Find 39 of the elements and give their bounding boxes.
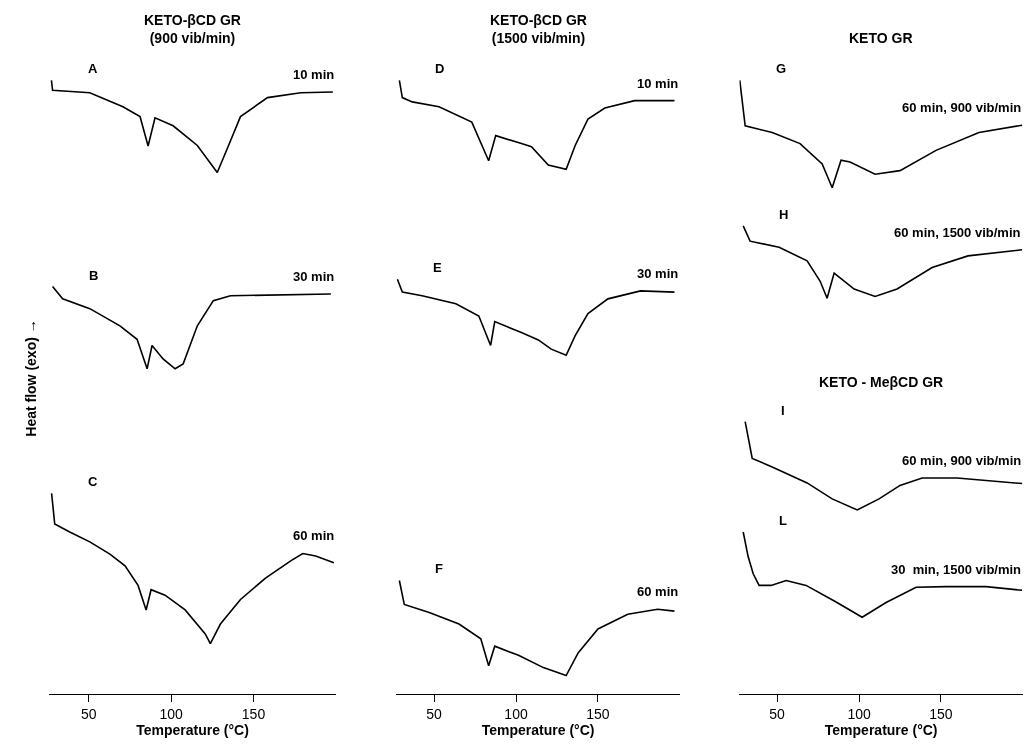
x-axis-title: Temperature (°C) <box>481 721 595 738</box>
x-tick-label: 50 <box>81 705 97 722</box>
x-tick-label: 150 <box>241 705 266 722</box>
annotation: 30 min <box>293 269 335 284</box>
x-tick-label: 50 <box>769 705 786 722</box>
annotation: 30 min <box>637 266 679 281</box>
chart-subtitle: (900 vib/min) <box>149 30 236 47</box>
annotation: 60 min, 1500 vib/min <box>894 225 1021 240</box>
x-tick-label: 50 <box>426 705 443 722</box>
text: D <box>435 61 445 76</box>
x-axis-title: Temperature (°C) <box>824 721 938 738</box>
x-tick-label: 150 <box>929 705 953 722</box>
x-tick-label: 100 <box>159 705 184 722</box>
text: C <box>88 474 98 489</box>
chart-title: KETO-βCD GR <box>144 12 241 28</box>
chart-subtitle: (1500 vib/min) <box>491 30 586 47</box>
x-axis-title: Temperature (°C) <box>136 721 249 738</box>
text: I <box>781 403 785 418</box>
annotation: 60 min <box>637 584 679 599</box>
annotation: 60 min, 900 vib/min <box>902 100 1022 115</box>
series-label: B <box>89 268 99 283</box>
x-tick-label: 100 <box>847 705 871 722</box>
annotation: 10 min <box>293 67 335 82</box>
series-label: A <box>88 61 98 76</box>
annotation: 60 min, 900 vib/min <box>902 453 1022 468</box>
chart-title: KETO-βCD GR <box>490 12 587 28</box>
text: L <box>779 513 787 528</box>
annotation: 30 min, 1500 vib/min <box>891 562 1022 577</box>
chart-title: KETO GR <box>849 30 913 46</box>
series-label: E <box>433 260 442 275</box>
x-tick-label: 100 <box>504 705 528 722</box>
annotation: KETO - MeβCD GR <box>819 374 944 390</box>
y-axis-title: Heat flow (exo) → <box>22 319 39 437</box>
series-label: H <box>779 207 789 222</box>
x-tick-label: 150 <box>586 705 610 722</box>
text: F <box>435 561 443 576</box>
annotation: 10 min <box>637 76 679 91</box>
annotation: 60 min <box>293 528 335 543</box>
text: G <box>776 61 787 76</box>
